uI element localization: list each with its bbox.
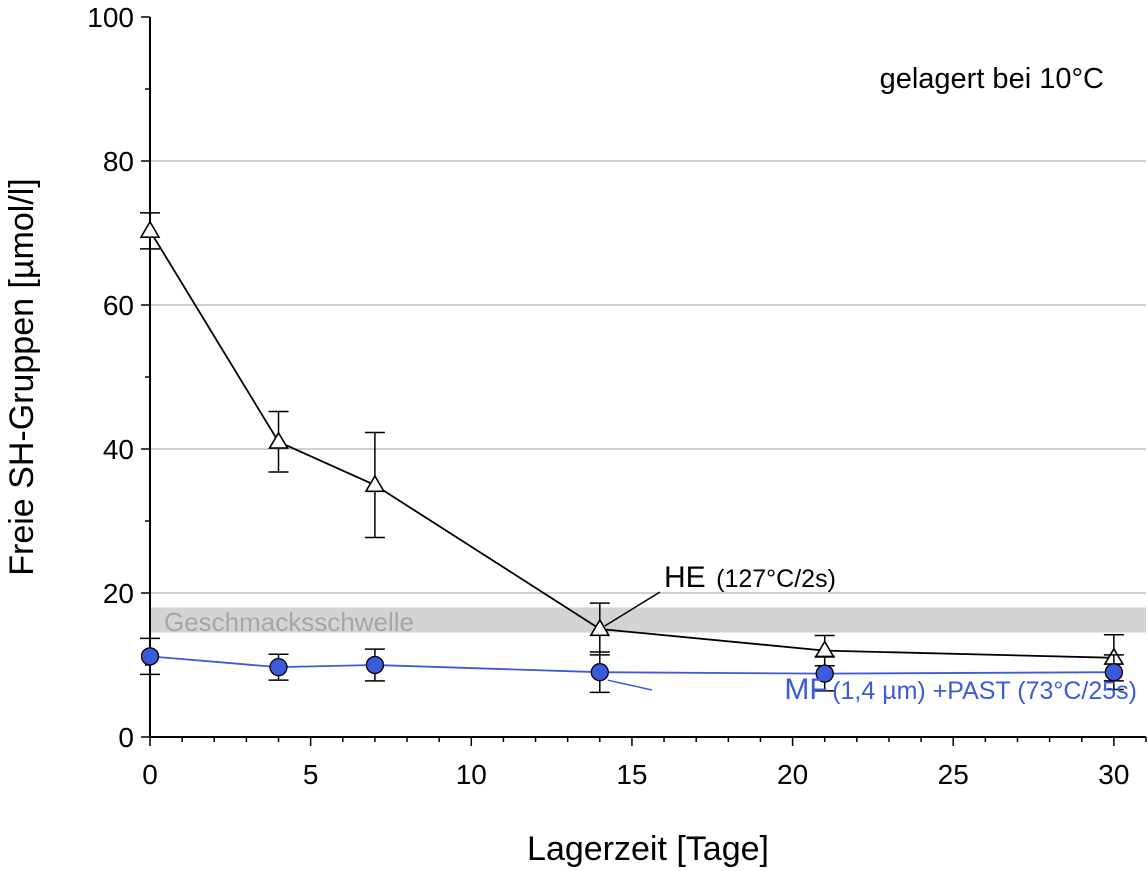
legend-he: HE (127°C/2s) <box>664 561 836 594</box>
x-tick-label: 5 <box>303 759 319 790</box>
x-tick-label: 15 <box>616 759 647 790</box>
y-tick-label: 40 <box>103 434 134 465</box>
series <box>139 212 1125 694</box>
leader-line-mf <box>607 679 653 691</box>
leader-line-he <box>604 591 661 627</box>
series-line <box>149 655 1114 675</box>
legend-mf-name: MF <box>784 673 827 706</box>
labels: gelagert bei 10°C Geschmacksschwelle Lag… <box>3 2 1137 868</box>
data-point <box>269 658 288 677</box>
x-tick-label: 0 <box>142 759 158 790</box>
legend-mf: MF (1,4 µm) +PAST (73°C/25s) <box>784 673 1137 706</box>
grid-lines <box>150 160 1146 594</box>
threshold-label: Geschmacksschwelle <box>164 607 414 637</box>
x-tick-label: 10 <box>456 759 487 790</box>
data-point <box>268 431 289 449</box>
y-tick-label: 60 <box>103 290 134 321</box>
series-he <box>139 212 1125 682</box>
legend-mf-suffix: (1,4 µm) +PAST (73°C/25s) <box>832 677 1137 705</box>
axes <box>141 16 1147 746</box>
data-point <box>815 664 834 683</box>
data-point <box>364 474 386 493</box>
y-tick-label: 100 <box>87 2 134 33</box>
data-point <box>139 220 161 238</box>
data-point <box>140 647 160 666</box>
y-tick-label: 0 <box>118 722 134 753</box>
data-point <box>1104 663 1124 682</box>
series-mf <box>140 637 1124 694</box>
annotation-text: gelagert bei 10°C <box>880 63 1104 95</box>
x-tick-label: 30 <box>1098 759 1129 790</box>
legend-he-suffix: (127°C/2s) <box>716 565 836 593</box>
y-tick-label: 20 <box>103 578 134 609</box>
data-point <box>590 663 609 682</box>
series-line <box>149 230 1114 659</box>
x-tick-label: 20 <box>777 759 808 790</box>
x-tick-label: 25 <box>938 759 969 790</box>
data-point <box>589 618 611 637</box>
threshold-band <box>150 607 1146 633</box>
data-point <box>365 655 385 675</box>
legend-he-name: HE <box>664 561 706 594</box>
x-axis-label: Lagerzeit [Tage] <box>527 830 769 868</box>
y-axis-label: Freie SH-Gruppen [µmol/l] <box>3 178 41 576</box>
y-tick-label: 80 <box>103 146 134 177</box>
threshold-rect <box>150 607 1146 633</box>
